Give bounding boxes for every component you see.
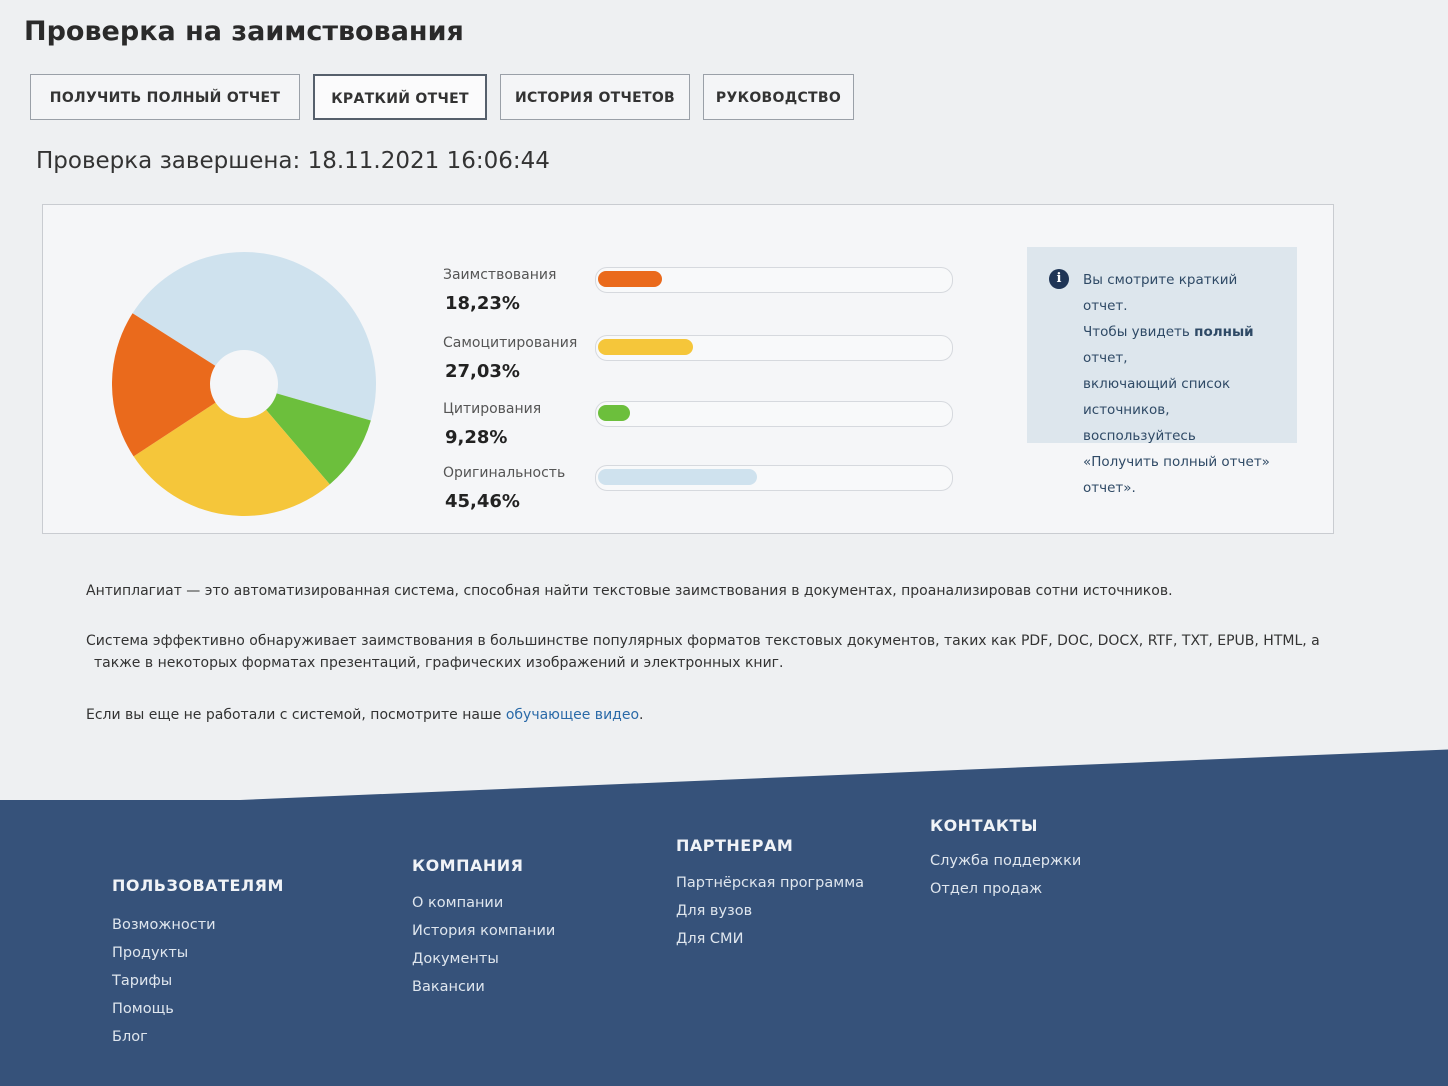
info-notice: i Вы смотрите краткий отчет. Чтобы увиде…: [1027, 247, 1297, 496]
info-line: Чтобы увидеть полный отчет,: [1083, 319, 1283, 371]
info-text-bold: полный: [1194, 324, 1254, 340]
pie-slice-originality: [132, 252, 377, 421]
site-footer: ПОЛЬЗОВАТЕЛЯМ Возможности Продукты Тариф…: [0, 800, 1448, 1086]
footer-column-contacts: КОНТАКТЫ Служба поддержки Отдел продаж: [930, 816, 1081, 897]
tab-short-report[interactable]: КРАТКИЙ ОТЧЕТ: [313, 74, 487, 120]
metric-value-borrowings: 18,23%: [445, 293, 520, 314]
footer-column-partners: ПАРТНЕРАМ Партнёрская программа Для вузо…: [676, 836, 864, 947]
metric-value-self-citations: 27,03%: [445, 361, 520, 382]
description-text: .: [639, 707, 644, 723]
metric-originality: Оригинальность 45,46%: [443, 465, 963, 525]
footer-link-media[interactable]: Для СМИ: [676, 931, 744, 947]
pie-center-hole: [210, 350, 278, 418]
tab-full-report[interactable]: ПОЛУЧИТЬ ПОЛНЫЙ ОТЧЕТ: [30, 74, 300, 120]
info-line: включающий список: [1083, 376, 1231, 392]
info-text-part: отчет,: [1083, 350, 1128, 366]
footer-link-products[interactable]: Продукты: [112, 945, 189, 961]
page-title: Проверка на заимствования: [24, 16, 464, 47]
footer-link-sales[interactable]: Отдел продаж: [930, 881, 1043, 897]
tutorial-video-link[interactable]: обучающее видео: [505, 707, 640, 723]
footer-column-company: КОМПАНИЯ О компании История компании Док…: [412, 856, 555, 995]
description-text: Если вы еще не работали с системой, посм…: [86, 707, 506, 723]
metric-citations: Цитирования 9,28%: [443, 401, 963, 461]
description-line: Система эффективно обнаруживает заимство…: [86, 633, 1320, 649]
info-line: Вы смотрите краткий отчет.: [1083, 272, 1238, 314]
metric-self-citations: Самоцитирования 27,03%: [443, 335, 963, 395]
tab-report-history[interactable]: ИСТОРИЯ ОТЧЕТОВ: [500, 74, 690, 120]
footer-link-help[interactable]: Помощь: [112, 1001, 174, 1017]
footer-link-company-history[interactable]: История компании: [412, 923, 556, 939]
bar-fill-borrowings: [598, 271, 662, 287]
metric-label-originality: Оригинальность: [443, 465, 566, 481]
description-paragraph-1: Антиплагиат — это автоматизированная сис…: [86, 583, 1173, 599]
footer-link-support[interactable]: Служба поддержки: [930, 853, 1082, 869]
info-line: отчет».: [1083, 480, 1136, 496]
metric-borrowings: Заимствования 18,23%: [443, 267, 963, 327]
footer-link-about[interactable]: О компании: [412, 895, 504, 911]
description-paragraph-3: Если вы еще не работали с системой, посм…: [86, 704, 643, 726]
check-completed-label: Проверка завершена: 18.11.2021 16:06:44: [36, 148, 550, 174]
footer-link-pricing[interactable]: Тарифы: [112, 973, 173, 989]
footer-link-vacancies[interactable]: Вакансии: [412, 979, 485, 995]
pie-slice-self-citations: [133, 384, 330, 516]
pie-slice-citations: [244, 384, 371, 485]
footer-link-universities[interactable]: Для вузов: [676, 903, 753, 919]
metric-label-citations: Цитирования: [443, 401, 542, 417]
footer-heading-partners: ПАРТНЕРАМ: [676, 836, 794, 855]
info-line: «Получить полный отчет»: [1083, 454, 1270, 470]
footer-link-partner-program[interactable]: Партнёрская программа: [676, 875, 865, 891]
footer-heading-users: ПОЛЬЗОВАТЕЛЯМ: [112, 876, 284, 895]
footer-link-blog[interactable]: Блог: [112, 1029, 148, 1045]
info-text-part: Чтобы увидеть: [1083, 324, 1195, 340]
bar-fill-originality: [598, 469, 757, 485]
info-text: Вы смотрите краткий отчет. Чтобы увидеть…: [1083, 267, 1283, 501]
metric-label-borrowings: Заимствования: [443, 267, 557, 283]
footer-column-users: ПОЛЬЗОВАТЕЛЯМ Возможности Продукты Тариф…: [112, 876, 284, 1045]
bar-fill-self-citations: [598, 339, 693, 355]
pie-slice-borrowings: [112, 313, 244, 457]
footer-heading-contacts: КОНТАКТЫ: [930, 816, 1038, 835]
description-paragraph-2: Система эффективно обнаруживает заимство…: [86, 630, 1320, 674]
bar-fill-citations: [598, 405, 630, 421]
report-summary-panel: Заимствования 18,23% Самоцитирования 27,…: [42, 204, 1334, 534]
footer-heading-company: КОМПАНИЯ: [412, 856, 524, 875]
originality-pie-chart: [112, 252, 377, 516]
info-line: источников, воспользуйтесь: [1083, 402, 1196, 444]
metric-value-originality: 45,46%: [445, 491, 520, 512]
bar-track-borrowings: [595, 267, 953, 293]
footer-link-documents[interactable]: Документы: [412, 951, 499, 967]
bar-track-originality: [595, 465, 953, 491]
bar-track-self-citations: [595, 335, 953, 361]
info-icon: i: [1049, 269, 1069, 289]
metric-value-citations: 9,28%: [445, 427, 508, 448]
metric-label-self-citations: Самоцитирования: [443, 335, 578, 351]
tab-guide[interactable]: РУКОВОДСТВО: [703, 74, 854, 120]
footer-link-features[interactable]: Возможности: [112, 917, 216, 933]
description-line: также в некоторых форматах презентаций, …: [94, 655, 784, 671]
bar-track-citations: [595, 401, 953, 427]
